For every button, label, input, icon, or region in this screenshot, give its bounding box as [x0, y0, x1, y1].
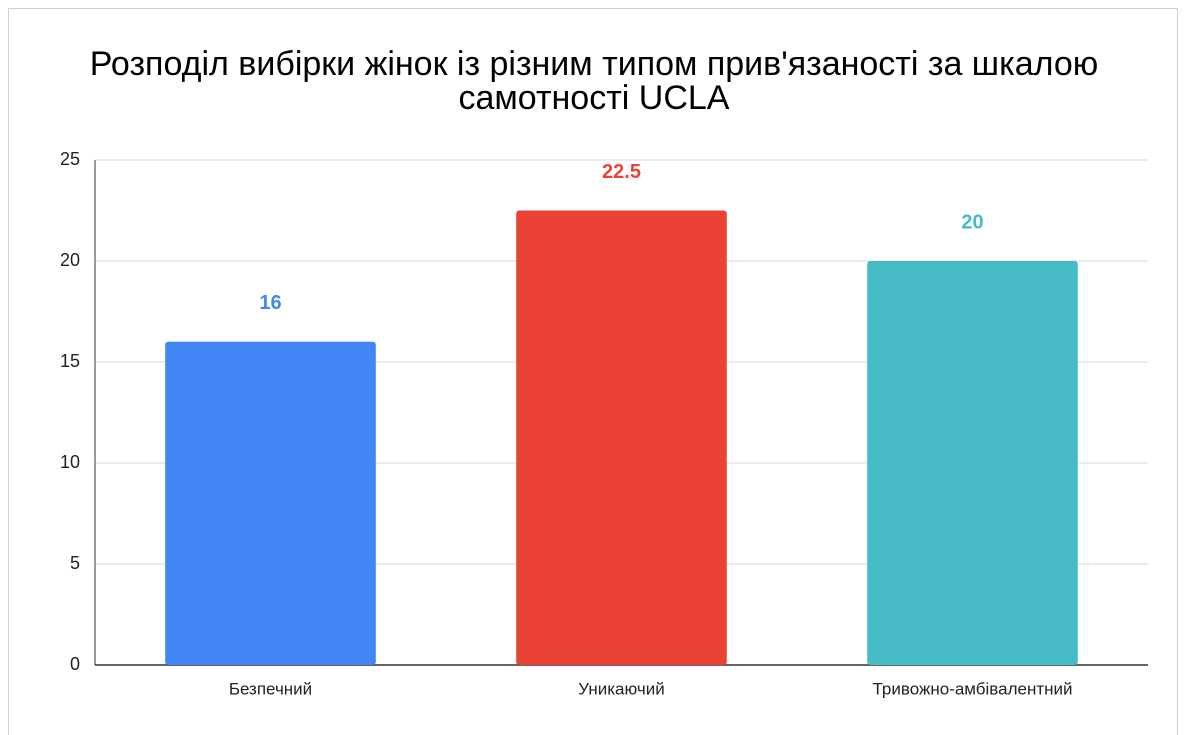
y-tick-label: 15: [60, 351, 80, 371]
x-tick-label: Тривожно-амбівалентний: [872, 679, 1072, 698]
data-label: 22.5: [602, 161, 641, 183]
y-tick-label: 10: [60, 452, 80, 472]
bar: [867, 261, 1078, 665]
chart-frame: [8, 8, 1178, 735]
x-tick-label: Уникаючий: [578, 679, 664, 698]
y-tick-label: 25: [60, 149, 80, 169]
bar: [516, 210, 727, 665]
y-tick-label: 20: [60, 250, 80, 270]
x-tick-label: Безпечний: [229, 679, 312, 698]
bar: [165, 341, 376, 665]
chart-title: Розподіл вибірки жінок із різним типом п…: [89, 45, 1099, 117]
y-tick-label: 0: [70, 654, 80, 674]
y-tick-label: 5: [70, 553, 80, 573]
data-label: 16: [259, 292, 281, 314]
data-label: 20: [961, 211, 983, 233]
